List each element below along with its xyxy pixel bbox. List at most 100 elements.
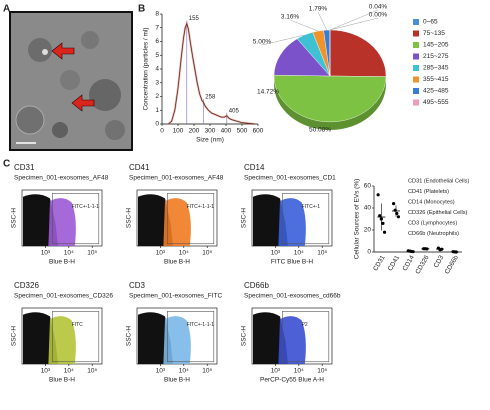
y-tick-label: 2 [155,93,159,100]
gate-label: FITC+-1-1-1 [187,322,215,328]
event-cloud [278,316,306,364]
event-cloud [48,316,76,364]
y-axis-label: SSC-H [241,326,248,347]
y-axis-label: SSC-H [126,208,133,229]
leader-line [261,34,305,46]
x-tick-label: 10⁵ [317,368,327,375]
y-axis-label: SSC-H [11,326,18,347]
plot-title: CD66b [244,281,269,290]
x-axis-label: PerCP-Cy55 Blue A-H [260,377,324,384]
legend-swatch [413,65,419,71]
x-tick-label: 10⁴ [294,368,304,375]
gate [282,311,330,363]
y-tick-label: 20 [364,227,372,234]
legend-label: CD66b (Neutrophils) [408,231,459,237]
legend-label: 355~415 [423,76,449,83]
y-tick-label: 40 [364,205,372,212]
x-tick-label: 10⁵ [202,368,212,375]
panel-label: B [138,4,145,15]
legend-swatch [413,30,419,37]
plot-title: CD31 [14,163,35,172]
data-point [379,217,383,221]
gate-label: FITC+-1-1-1 [72,204,100,210]
y-tick-label: 7 [155,24,159,31]
x-tick-label: 10³ [156,250,166,257]
x-tick-label: CD3 [433,254,446,269]
slice-label: 0.04% [369,4,388,11]
plot-subtitle: Specimen_001-exosomes_cd66b [244,293,341,300]
x-tick-label: CD14 [402,254,417,272]
legend-swatch [413,99,419,106]
x-tick-label: 10⁵ [317,250,327,257]
data-point [411,250,415,254]
y-tick-label: 3 [155,79,159,86]
x-tick-label: 10⁵ [87,368,97,375]
data-point [393,208,397,212]
y-tick-label: 0 [155,121,159,128]
event-cloud [48,198,76,246]
plot-subtitle: Specimen_001-exosomes_AF48 [129,175,224,182]
panel-label: C [3,159,10,170]
data-point [440,247,444,251]
y-tick-label: 4 [155,66,159,73]
legend-label: CD41 (Platelets) [408,189,449,195]
y-tick-label: 6 [155,38,159,45]
event-cloud [163,316,191,364]
x-axis-label: FITC Blue B-H [271,259,314,266]
gate [52,193,100,245]
x-tick-label: 10³ [271,368,281,375]
legend-label: 495~555 [423,99,449,106]
legend-label: CD3 (Lymphocytes) [408,220,457,226]
y-axis-label: SSC-H [126,326,133,347]
legend-swatch [413,76,419,83]
leader-line [289,19,319,32]
legend-label: CD14 (Monocytes) [408,199,455,205]
data-point [425,247,429,251]
data-point [378,214,382,218]
legend-label: CD31 (Endothelial Cells) [408,178,469,184]
x-tick-label: 500 [237,128,248,135]
legend-label: 285~345 [423,65,449,72]
legend-label: 425~485 [423,88,449,95]
data-point [392,202,396,206]
y-axis-label: Concentration (particles / ml) [143,27,150,110]
plot-title: CD3 [129,281,146,290]
plot-subtitle: Specimen_001-exosomes_AF48 [14,175,109,182]
pie-slice [329,29,387,77]
y-axis-label: Cellular Sources of EVs (%) [354,179,361,260]
tem-image [9,11,133,151]
slice-label: 14.72% [257,89,279,96]
legend-swatch [413,53,419,60]
slice-label: 0.00% [369,12,388,19]
gate [52,311,100,363]
x-tick-label: 200 [189,128,200,135]
plot-subtitle: Specimen_001-exosomes_CD326 [14,293,113,300]
peak-label: 405 [229,108,240,114]
data-point [396,215,400,219]
x-tick-label: 300 [205,128,216,135]
plot-title: CD14 [244,163,265,172]
legend-label: CD326 (Epithelial Cells) [408,210,468,216]
data-point [454,250,458,254]
x-tick-label: 10⁴ [64,368,74,375]
x-axis-label: Blue B-H [49,259,75,266]
gate [167,311,215,363]
leader-line [317,11,327,31]
slice-label: 1.79% [309,6,328,13]
x-axis-label: Blue B-H [164,259,190,266]
x-tick-label: 10⁴ [179,250,189,257]
x-tick-label: CD326 [414,254,430,275]
x-tick-label: CD41 [387,254,402,272]
y-axis-label: SSC-H [11,208,18,229]
pie-slice [273,38,331,77]
gate-label: P2 [302,322,308,328]
y-tick-label: 1 [155,107,159,114]
slice-label: 3.16% [281,14,300,21]
x-tick-label: 10⁵ [202,250,212,257]
legend-swatch [413,88,419,94]
data-point [381,221,385,225]
gate-label: FITC+-1-1-1 [187,204,215,210]
data-point [376,193,380,197]
slice-label: 50.08% [309,127,331,134]
